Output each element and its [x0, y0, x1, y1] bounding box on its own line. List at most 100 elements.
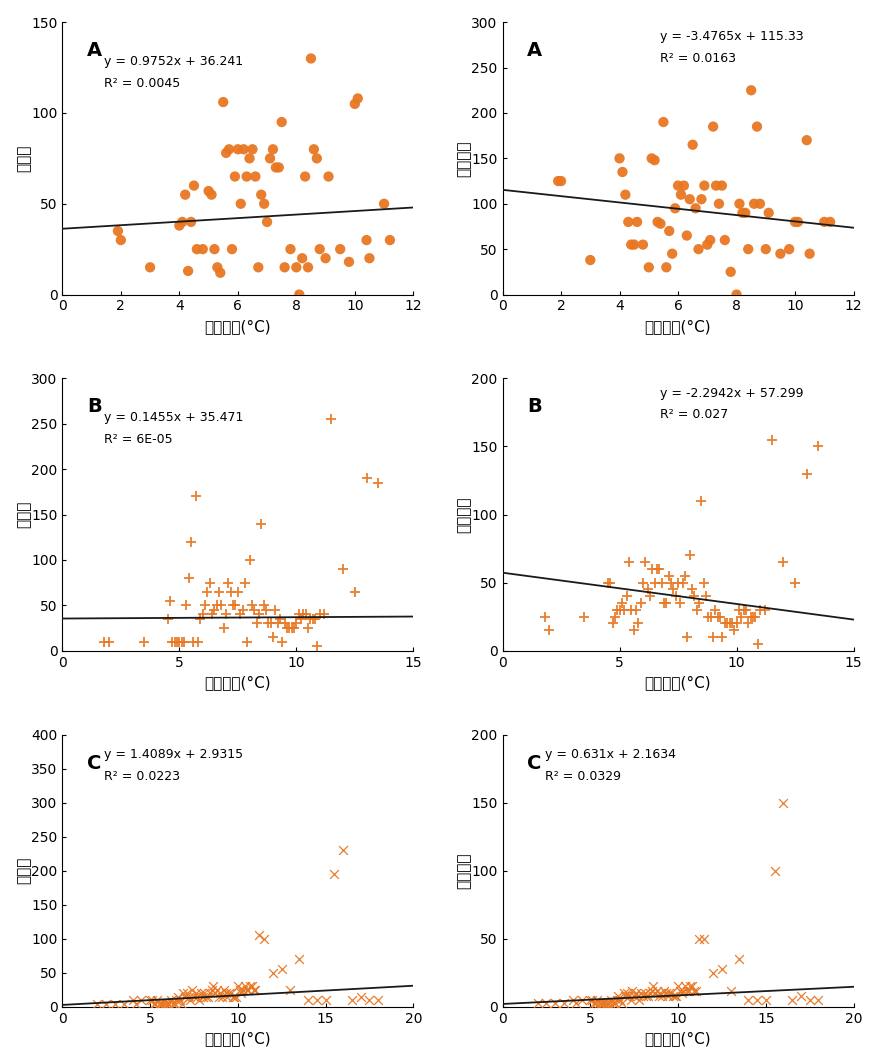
Point [306, 610, 320, 627]
Point [178, 989, 192, 1006]
Point [530, 994, 544, 1011]
Point [289, 615, 303, 632]
Point [190, 240, 204, 257]
Point [651, 988, 665, 1005]
Point [277, 615, 291, 632]
Point [703, 608, 717, 625]
Point [644, 150, 658, 167]
Point [608, 992, 623, 1009]
Point [583, 252, 597, 269]
Point [309, 150, 323, 167]
Point [619, 588, 633, 605]
Point [775, 554, 789, 571]
Point [612, 602, 626, 619]
Point [626, 988, 640, 1005]
Point [164, 992, 178, 1009]
Point [200, 584, 214, 601]
Point [186, 634, 200, 651]
Point [604, 992, 618, 1009]
Point [208, 984, 222, 1001]
Point [108, 995, 122, 1012]
Point [594, 994, 608, 1011]
Point [749, 992, 763, 1009]
Point [675, 982, 689, 999]
Point [738, 602, 752, 619]
Point [787, 214, 801, 231]
Point [802, 992, 816, 1009]
Point [723, 982, 737, 999]
Point [624, 982, 638, 999]
Point [321, 168, 335, 185]
Point [224, 584, 238, 601]
Point [647, 152, 661, 169]
Point [651, 560, 666, 577]
Point [184, 534, 198, 551]
Point [587, 994, 601, 1011]
Point [691, 240, 705, 257]
Point [279, 620, 293, 637]
Point [799, 466, 813, 483]
Point [165, 634, 179, 651]
Point [773, 246, 787, 263]
Point [274, 961, 288, 978]
Point [670, 178, 684, 195]
Point [670, 978, 684, 995]
Point [614, 994, 628, 1011]
Point [661, 222, 675, 239]
Point [317, 606, 331, 623]
Point [656, 114, 670, 131]
Point [231, 584, 245, 601]
Point [577, 608, 591, 625]
Point [235, 602, 249, 619]
Point [597, 994, 611, 1011]
Point [226, 989, 240, 1006]
Point [353, 989, 367, 1006]
Point [187, 989, 201, 1006]
Point [214, 596, 228, 613]
Point [743, 608, 757, 625]
Point [719, 615, 733, 632]
Text: A: A [527, 41, 542, 61]
Point [617, 186, 631, 203]
Point [184, 992, 198, 1009]
Point [676, 178, 690, 195]
Point [610, 988, 624, 1005]
Point [194, 984, 208, 1001]
Point [196, 989, 210, 1006]
Point [781, 240, 795, 257]
Point [757, 602, 771, 619]
Point [654, 574, 668, 591]
Point [574, 992, 588, 1009]
Point [623, 602, 637, 619]
Point [266, 628, 280, 645]
Point [621, 554, 635, 571]
Point [111, 222, 125, 239]
Point [747, 608, 761, 625]
Point [182, 570, 196, 587]
Point [191, 989, 205, 1006]
Point [644, 560, 658, 577]
Point [102, 634, 116, 651]
Point [631, 992, 645, 1009]
Point [189, 488, 203, 505]
Point [359, 232, 373, 249]
Point [758, 240, 772, 257]
Text: y = 1.4089x + 2.9315: y = 1.4089x + 2.9315 [104, 748, 243, 761]
Text: R² = 0.027: R² = 0.027 [659, 408, 728, 421]
Text: B: B [87, 398, 102, 417]
Point [310, 638, 324, 655]
Point [344, 992, 358, 1009]
Point [152, 995, 166, 1012]
Point [362, 992, 376, 1009]
Point [191, 634, 205, 651]
Point [126, 992, 140, 1009]
Point [256, 596, 270, 613]
Y-axis label: 발생수: 발생수 [17, 145, 32, 172]
Point [744, 82, 758, 99]
Point [677, 568, 691, 585]
Point [274, 114, 288, 131]
Point [272, 610, 286, 627]
Point [166, 995, 180, 1012]
Point [173, 992, 187, 1009]
Point [592, 994, 606, 1011]
